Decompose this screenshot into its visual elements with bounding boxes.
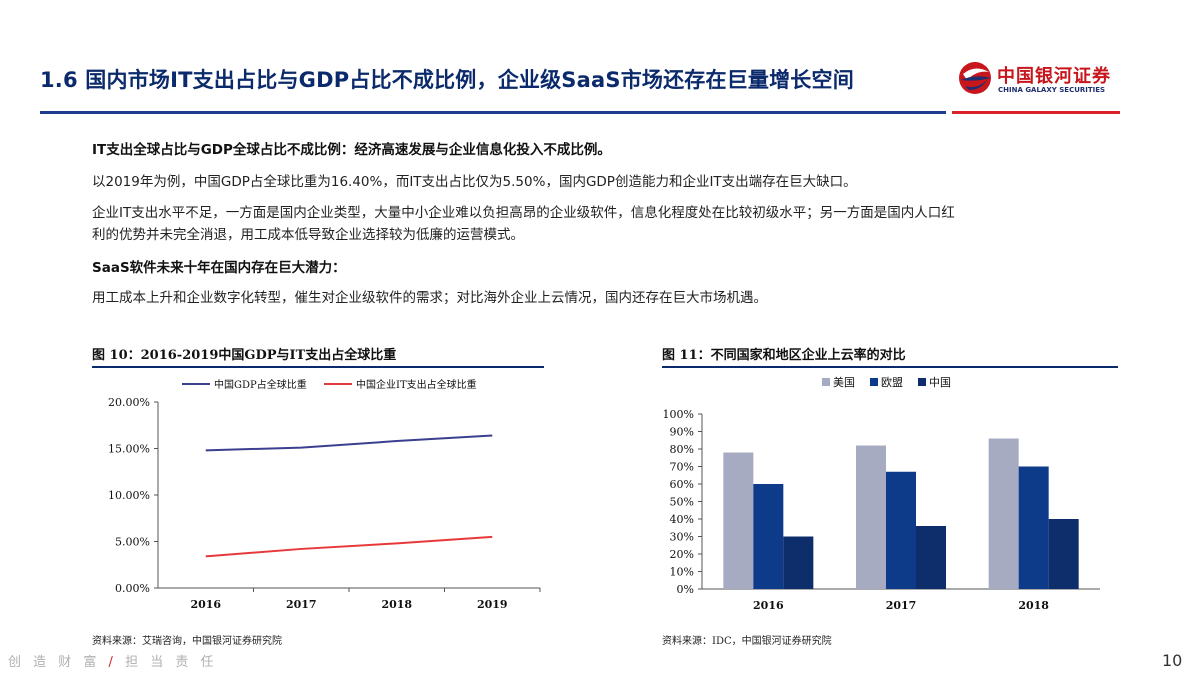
x-tick-label: 2016 [190,598,221,611]
figure-10-rule [92,366,544,368]
paragraph-1: IT支出全球占比与GDP全球占比不成比例：经济高速发展与企业信息化投入不成比例。 [92,142,611,158]
figure-11-rule [662,366,1118,368]
legend-label-2: 欧盟 [881,376,903,389]
footer-slogan-left: 创 造 财 富 [8,655,101,670]
y-tick-label: 0.00% [115,582,150,595]
figure-10-source: 资料来源：艾瑞咨询，中国银河证券研究院 [92,636,282,647]
figure-11-title: 图 11：不同国家和地区企业上云率的对比 [662,348,906,363]
bar-2016-1 [723,452,754,589]
legend-swatch-3 [918,378,926,386]
series-line-1 [205,434,493,452]
y-tick-label: 20.00% [108,396,150,409]
header-rule-red [952,111,1120,114]
y-tick-label: 30% [670,531,694,544]
y-tick-label: 5.00% [115,536,150,549]
bar-2016-2 [753,484,784,589]
galaxy-logo-icon [959,62,991,94]
figure-11-source: 资料来源：IDC，中国银河证券研究院 [662,636,832,647]
series-line-2 [205,535,493,558]
y-tick-label: 60% [670,478,694,491]
figure-10-line-chart: 0.00% 5.00% 10.00% 15.00% 20.00% 2016 2017 2018… [108,378,541,611]
bar-2017-3 [916,526,946,589]
y-tick-label: 90% [670,426,694,439]
paragraph-3-line-1: 企业IT支出水平不足，一方面是国内企业类型，大量中小企业难以负担高昂的企业级软件… [92,205,955,221]
header-rule-blue [40,111,946,114]
footer-slogan-right: 担 当 责 任 [125,655,218,670]
y-tick-label: 10% [670,566,694,579]
logo-english-name: CHINA GALAXY SECURITIES [998,86,1106,94]
x-tick-label: 2018 [381,598,412,611]
x-tick-label: 2017 [886,599,917,612]
legend-label-3: 中国 [929,376,951,389]
y-tick-label: 10.00% [108,489,150,502]
page-title: 1.6 国内市场IT支出占比与GDP占比不成比例，企业级SaaS市场还存在巨量增… [40,68,854,92]
paragraph-3-line-2: 利的优势并未完全消退，用工成本低导致企业选择较为低廉的运营模式。 [92,227,524,243]
bar-2018-3 [1048,519,1079,589]
y-tick-label: 80% [670,443,694,456]
y-tick-label: 15.00% [108,443,150,456]
footer-slogan: 创 造 财 富 / 担 当 责 任 [8,651,217,670]
y-tick-label: 100% [663,408,694,421]
figure-10-title: 图 10：2016-2019中国GDP与IT支出占全球比重 [92,348,397,363]
page-number: 10 [1162,651,1183,670]
x-tick-label: 2016 [753,599,784,612]
x-tick-label: 2019 [477,598,508,611]
brand-logo: 中国银河证券 CHINA GALAXY SECURITIES [957,58,1127,104]
legend-label-1: 美国 [833,376,855,389]
legend-label-2: 中国企业IT支出占全球比重 [356,378,477,391]
legend-swatch-1 [822,378,830,386]
logo-chinese-name: 中国银河证券 [997,66,1111,87]
bar-2017-2 [886,471,916,589]
paragraph-2: 以2019年为例，中国GDP占全球比重为16.40%，而IT支出占比仅为5.50… [92,174,857,190]
x-tick-label: 2018 [1018,599,1049,612]
legend-label-1: 中国GDP占全球比重 [214,378,307,391]
bar-2018-2 [1018,466,1049,589]
legend-swatch-2 [870,378,878,386]
footer-slogan-slash: / [108,655,117,670]
bar-2018-1 [988,438,1019,589]
y-tick-label: 50% [670,496,694,509]
y-tick-label: 40% [670,513,694,526]
paragraph-4: SaaS软件未来十年在国内存在巨大潜力： [92,260,346,276]
y-tick-label: 70% [670,461,694,474]
bar-2017-1 [856,445,886,589]
paragraph-5: 用工成本上升和企业数字化转型，催生对企业级软件的需求；对比海外企业上云情况，国内… [92,290,767,306]
y-tick-label: 0% [677,583,694,596]
figure-11-bar-chart: 0% 10% 20% 30% 40% 50% 60% 70% 80% 90% 100% 2016 201… [663,376,1100,612]
bar-2016-3 [783,536,814,589]
x-tick-label: 2017 [286,598,317,611]
y-tick-label: 20% [670,548,694,561]
